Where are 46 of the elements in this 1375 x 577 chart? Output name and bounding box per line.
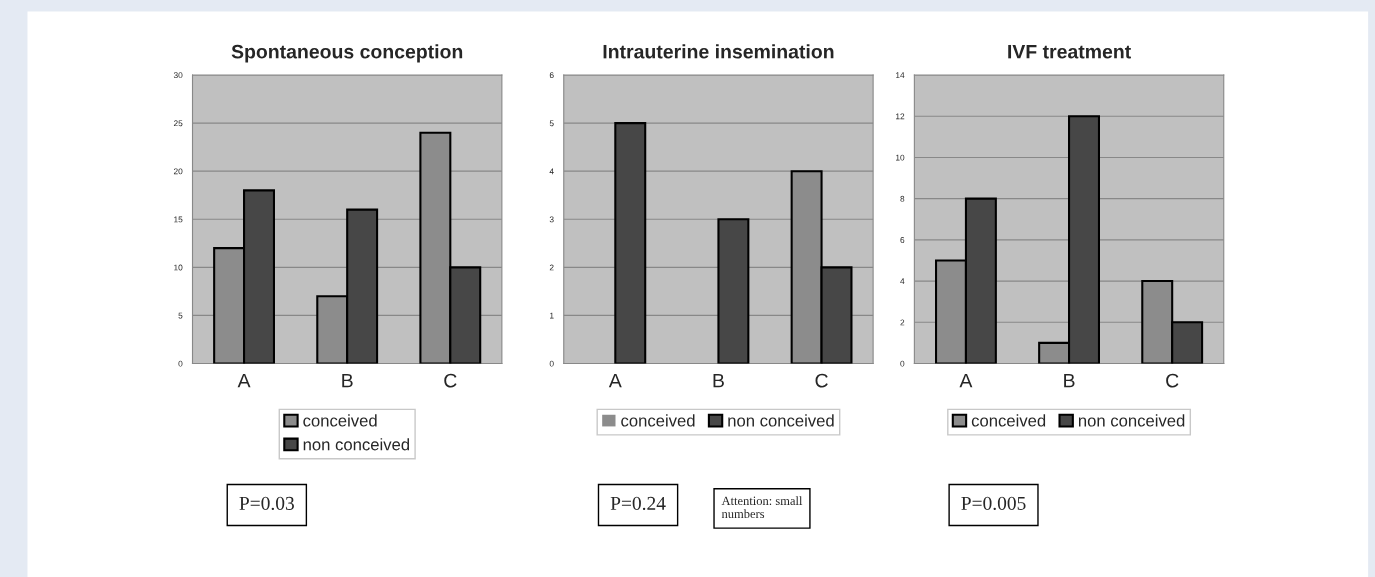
bar: [717, 218, 750, 364]
y-tick-label: 14: [896, 72, 905, 79]
chart-title: Spontaneous conception: [231, 44, 463, 63]
legend-label: non conceived: [303, 438, 410, 451]
y-tick-label: 5: [549, 120, 554, 127]
y-tick-label: 0: [549, 360, 554, 367]
y-tick-label: 10: [174, 264, 183, 271]
y-tick-label: 12: [896, 113, 905, 120]
text: P=0.24: [610, 496, 666, 510]
chart-title: Intrauterine insemination: [603, 44, 834, 59]
text: Attention: small numbers: [721, 496, 803, 519]
y-tick-label: 6: [900, 237, 905, 243]
y-tick-label: 3: [549, 216, 554, 223]
x-tick-label: C: [444, 373, 457, 388]
bar: [614, 122, 647, 364]
text: P=0.03: [239, 496, 294, 510]
x-tick-label: B: [713, 373, 724, 388]
y-tick-label: 0: [178, 360, 183, 367]
y-tick-label: 30: [173, 72, 183, 79]
x-tick-label: A: [237, 373, 251, 388]
y-tick-label: 6: [549, 72, 554, 79]
chart-title: IVF treatment: [1008, 44, 1131, 59]
x-tick-label: A: [959, 373, 973, 388]
y-tick-label: 10: [896, 154, 905, 161]
y-tick-label: 8: [900, 195, 905, 202]
y-tick-label: 25: [173, 120, 183, 127]
y-tick-label: 4: [549, 168, 554, 175]
legend-label: non conceived: [1078, 414, 1185, 427]
y-tick-label: 2: [549, 264, 554, 271]
legend-label: non conceived: [728, 414, 834, 427]
y-tick-label: 1: [550, 312, 554, 319]
y-tick-label: 4: [900, 278, 905, 285]
y-tick-label: 15: [174, 216, 183, 223]
x-tick-label: A: [608, 373, 622, 388]
y-tick-label: 20: [173, 168, 183, 175]
legend-label: conceived: [971, 414, 1046, 427]
x-tick-label: C: [1166, 373, 1179, 388]
x-tick-label: B: [342, 373, 353, 388]
legend-label: conceived: [621, 414, 695, 427]
legend-label: conceived: [303, 414, 377, 427]
y-tick-label: 0: [900, 360, 905, 367]
text: P=0.005: [961, 496, 1026, 510]
y-tick-label: 2: [900, 319, 905, 326]
y-tick-label: 5: [178, 312, 183, 319]
x-tick-label: B: [1064, 373, 1075, 388]
x-tick-label: C: [815, 373, 828, 388]
